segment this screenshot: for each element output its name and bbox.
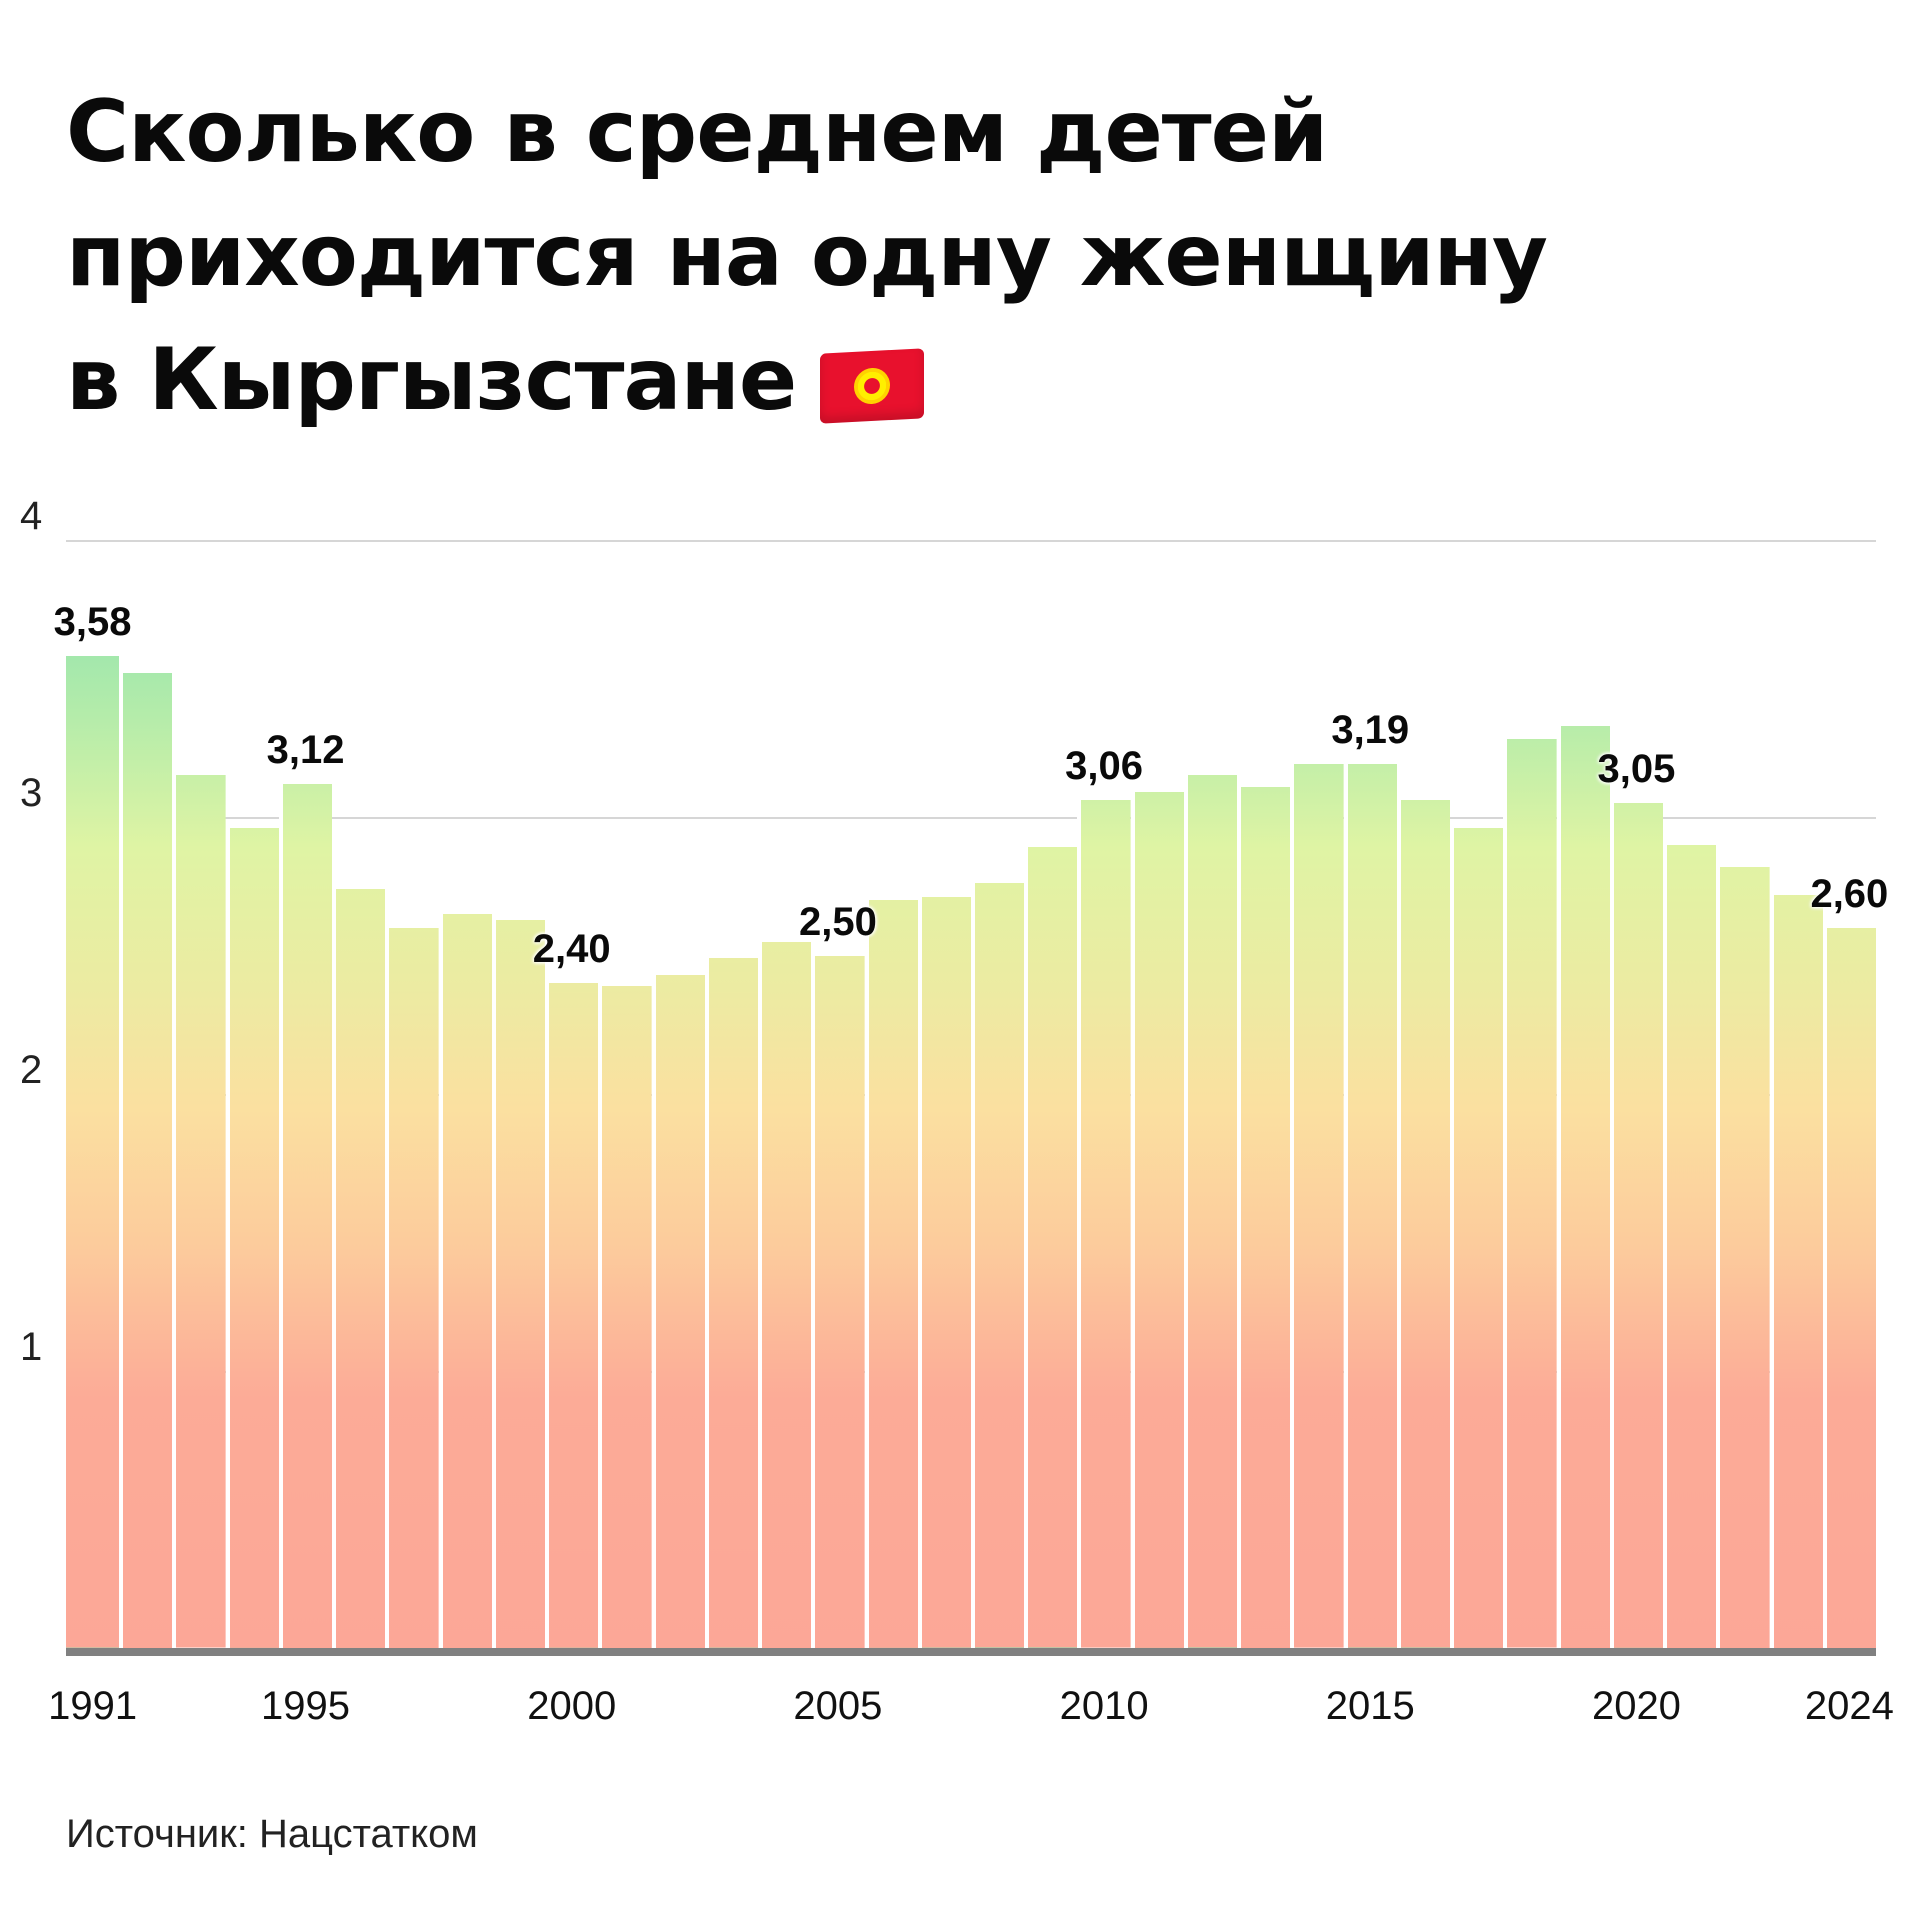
- bar-2023: [1769, 894, 1823, 1648]
- bar-1996: [332, 889, 386, 1648]
- bar-2021: [1663, 844, 1717, 1648]
- x-tick-label: 1991: [48, 1684, 138, 1728]
- bar-1999: [491, 919, 546, 1648]
- gridline: [66, 817, 1876, 819]
- source-note: Источник: Нацстатком: [66, 1812, 478, 1856]
- x-tick-label: 1995: [261, 1684, 351, 1728]
- value-label-1995: 3,12: [266, 727, 345, 772]
- title-line-2: приходится на одну женщину: [66, 206, 1548, 306]
- bar-2005: [811, 955, 865, 1648]
- bar-2022: [1716, 866, 1770, 1648]
- chart-title: Сколько в среднем детей приходится на од…: [66, 70, 1766, 442]
- bar-2012: [1183, 775, 1238, 1648]
- bar-1993: [172, 775, 226, 1648]
- bar-2008: [971, 883, 1025, 1648]
- bar-2016: [1396, 800, 1451, 1648]
- x-tick-label: 2020: [1591, 1684, 1681, 1728]
- value-label-2005: 2,50: [798, 899, 877, 944]
- x-tick-label: 2010: [1059, 1684, 1149, 1728]
- bars-container: [66, 540, 1876, 1648]
- bar-2007: [917, 897, 971, 1648]
- bar-2013: [1237, 786, 1291, 1648]
- bar-2020: [1609, 803, 1664, 1648]
- bar-2000: [545, 983, 599, 1648]
- x-tick-label: 2024: [1804, 1684, 1894, 1728]
- y-tick-label: 3: [20, 771, 43, 815]
- bar-2015: [1343, 764, 1397, 1648]
- bar-1997: [385, 927, 439, 1648]
- value-label-2000: 2,40: [532, 927, 611, 972]
- title-line-3: в Кыргызстане: [66, 318, 1766, 442]
- bar-2003: [704, 958, 759, 1648]
- value-label-1991: 3,58: [53, 600, 132, 645]
- x-axis-line: [66, 1648, 1876, 1656]
- bar-2002: [651, 974, 705, 1648]
- bar-2006: [864, 900, 918, 1648]
- gridline: [66, 540, 1876, 542]
- bar-2019: [1556, 725, 1610, 1648]
- value-label-2024: 2,60: [1810, 871, 1889, 916]
- bar-2024: [1822, 927, 1876, 1648]
- bar-1991: [66, 656, 120, 1648]
- y-tick-label: 1: [20, 1325, 43, 1369]
- value-label-2015: 3,19: [1331, 708, 1410, 753]
- y-tick-label: 4: [20, 494, 43, 538]
- value-label-2010: 3,06: [1065, 744, 1144, 789]
- bar-2014: [1290, 764, 1344, 1648]
- y-tick-label: 2: [20, 1048, 43, 1092]
- title-line-1: Сколько в среднем детей: [66, 82, 1328, 182]
- x-tick-label: 2005: [793, 1684, 883, 1728]
- x-tick-label: 2000: [527, 1684, 617, 1728]
- bar-1994: [225, 828, 279, 1648]
- bar-2010: [1077, 800, 1131, 1648]
- bar-2017: [1450, 828, 1504, 1648]
- x-tick-label: 2015: [1325, 1684, 1415, 1728]
- bar-1998: [438, 913, 492, 1648]
- bar-2001: [598, 985, 652, 1648]
- bar-2009: [1024, 847, 1078, 1648]
- bar-2018: [1503, 739, 1557, 1648]
- value-label-2020: 3,05: [1597, 747, 1676, 792]
- bar-2004: [758, 941, 812, 1648]
- bar-2011: [1130, 792, 1184, 1648]
- bar-1992: [119, 672, 173, 1648]
- bar-1995: [278, 783, 333, 1648]
